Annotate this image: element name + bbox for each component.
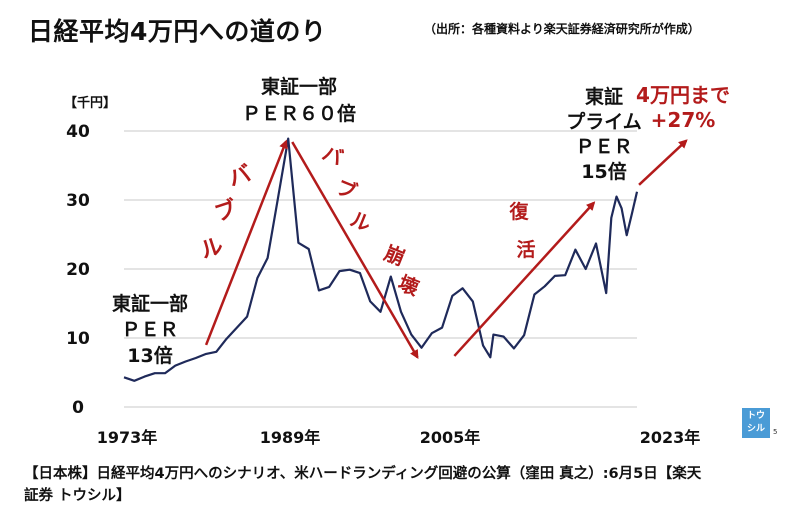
trend-arrow [291, 141, 419, 360]
annotation-char: 活 [516, 238, 535, 261]
annotation-text: ＰＥＲ６０倍 [242, 102, 356, 125]
annotation-char: バ [226, 162, 255, 193]
page-title: 日経平均4万円への道のり [28, 17, 327, 46]
annotation-text: 東証一部 [112, 292, 188, 315]
y-tick-label: 0 [72, 398, 84, 418]
annotation-text: 4万円まで [636, 83, 730, 107]
x-tick-label: 2005年 [420, 428, 481, 447]
x-tick-label: 2023年 [640, 428, 701, 447]
nikkei-line-chart: 0 10 20 30 40 1973年 1989年 2005年 2023年 東証一部 ＰＥＲ 13倍… [66, 75, 730, 447]
annotation-char: ル [198, 234, 227, 265]
trend-arrow [638, 139, 688, 186]
annotation-text: +27% [651, 108, 716, 132]
annotation-text: 東証 [585, 85, 623, 108]
series-line [123, 137, 639, 382]
toushiru-logo: トウ シル [742, 408, 770, 438]
y-axis-unit-label: 【千円】 [64, 96, 117, 111]
logo-small-number: 5 [773, 428, 778, 436]
x-tick-label: 1973年 [97, 428, 158, 447]
annotation-text: 東証一部 [261, 75, 337, 98]
annotation-char: ル [347, 207, 375, 237]
trend-arrow [204, 139, 288, 346]
x-tick-label: 1989年 [260, 428, 321, 447]
footer-caption-line1: 【日本株】日経平均4万円へのシナリオ、米ハードランディング回避の公算（窪田 真之… [24, 466, 702, 482]
annotation-char: バ [319, 141, 347, 171]
annotation-text: ＰＥＲ [121, 319, 178, 341]
y-tick-label: 40 [66, 122, 90, 142]
annotation-text: プライム [566, 110, 642, 133]
y-tick-label: 10 [66, 329, 90, 349]
annotation-text: 13倍 [127, 344, 172, 367]
trend-arrow [453, 201, 596, 357]
annotation-char: 復 [508, 200, 529, 223]
annotation-char: 崩 [381, 241, 409, 271]
logo-line1: トウ [746, 411, 765, 421]
annotation-text: ＰＥＲ [575, 136, 632, 158]
y-tick-label: 30 [66, 191, 90, 211]
footer-caption-line2: 証券 トウシル】 [24, 488, 131, 504]
logo-line2: シル [746, 424, 765, 434]
y-tick-label: 20 [66, 260, 90, 280]
annotation-text: 15倍 [581, 160, 626, 183]
footer-caption: 【日本株】日経平均4万円へのシナリオ、米ハードランディング回避の公算（窪田 真之… [24, 463, 784, 507]
source-note: （出所：各種資料より楽天証券経済研究所が作成） [424, 22, 700, 36]
annotation-char: 壊 [395, 271, 423, 301]
